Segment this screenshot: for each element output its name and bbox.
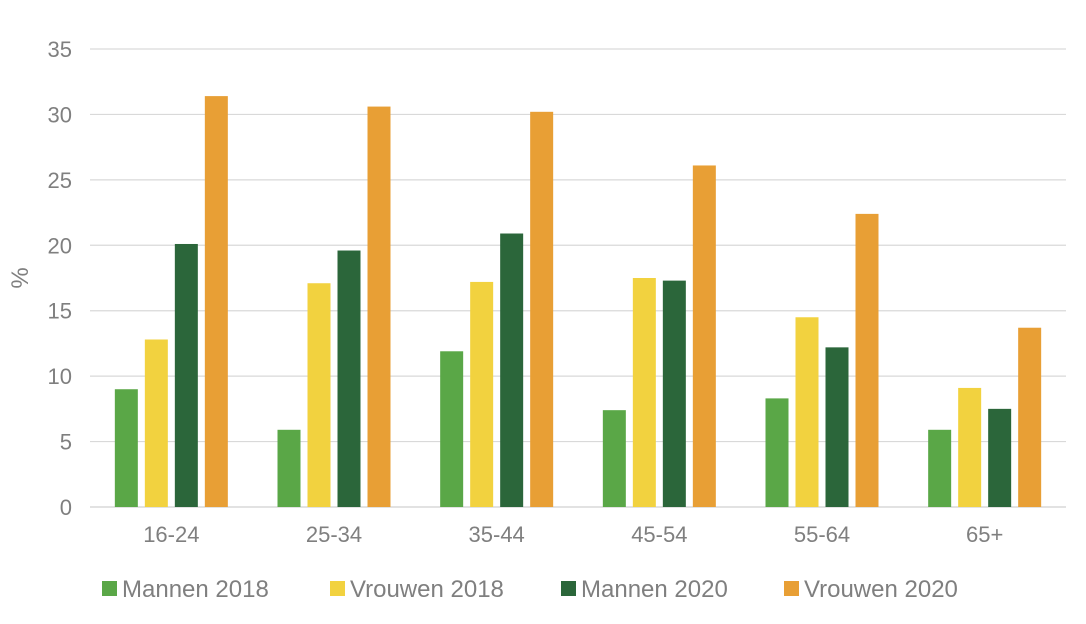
x-tick-label: 65+ (966, 522, 1003, 547)
bar-vrouwen-2018-45-54 (632, 278, 656, 507)
legend-label: Vrouwen 2018 (350, 576, 504, 603)
y-tick-label: 30 (48, 102, 72, 127)
legend-swatch (784, 581, 799, 596)
y-tick-label: 35 (48, 37, 72, 62)
bar-vrouwen-2020-55-64 (855, 213, 879, 507)
bar-mannen-2018-65+ (928, 429, 952, 507)
legend-swatch (330, 581, 345, 596)
bar-mannen-2020-35-44 (500, 233, 524, 507)
x-tick-label: 35-44 (469, 522, 525, 547)
bar-mannen-2018-25-34 (277, 429, 301, 507)
bars (114, 96, 1042, 507)
legend-swatch (561, 581, 576, 596)
x-tick-label: 25-34 (306, 522, 362, 547)
bar-vrouwen-2020-35-44 (530, 111, 554, 507)
bar-vrouwen-2020-65+ (1018, 327, 1042, 507)
bar-vrouwen-2020-16-24 (204, 96, 228, 507)
y-tick-label: 0 (60, 495, 72, 520)
y-tick-label: 25 (48, 168, 72, 193)
bar-vrouwen-2018-55-64 (795, 317, 819, 507)
bar-mannen-2020-25-34 (337, 250, 361, 507)
bar-mannen-2020-16-24 (174, 243, 198, 507)
bar-vrouwen-2018-25-34 (307, 283, 331, 507)
x-tick-label: 16-24 (143, 522, 199, 547)
bar-vrouwen-2020-25-34 (367, 106, 391, 507)
legend-swatch (102, 581, 117, 596)
y-tick-label: 10 (48, 364, 72, 389)
legend: Mannen 2018 Vrouwen 2018 Mannen 2020 Vrouwe… (102, 576, 958, 603)
bar-vrouwen-2018-16-24 (144, 339, 168, 507)
bar-vrouwen-2020-45-54 (692, 165, 716, 507)
bar-mannen-2018-55-64 (765, 398, 789, 507)
y-axis-tick-labels: 0 5 10 15 20 25 30 35 (48, 37, 72, 520)
legend-label: Mannen 2020 (581, 576, 728, 603)
bar-mannen-2018-45-54 (602, 410, 626, 507)
bar-mannen-2018-16-24 (114, 389, 138, 507)
bar-mannen-2018-35-44 (440, 351, 464, 507)
bar-mannen-2020-55-64 (825, 347, 849, 507)
legend-label: Vrouwen 2020 (804, 576, 958, 603)
gridlines (90, 48, 1066, 508)
legend-label: Mannen 2018 (122, 576, 269, 603)
bar-vrouwen-2018-65+ (958, 387, 982, 507)
y-tick-label: 5 (60, 430, 72, 455)
x-tick-label: 45-54 (631, 522, 687, 547)
bar-mannen-2020-65+ (988, 408, 1012, 507)
x-tick-label: 55-64 (794, 522, 850, 547)
bar-vrouwen-2018-35-44 (470, 281, 494, 507)
y-tick-label: 15 (48, 299, 72, 324)
y-tick-label: 20 (48, 233, 72, 258)
bar-mannen-2020-45-54 (662, 280, 686, 507)
x-axis-tick-labels: 16-24 25-34 35-44 45-54 55-64 65+ (143, 522, 1003, 547)
y-axis-label: % (7, 267, 34, 288)
